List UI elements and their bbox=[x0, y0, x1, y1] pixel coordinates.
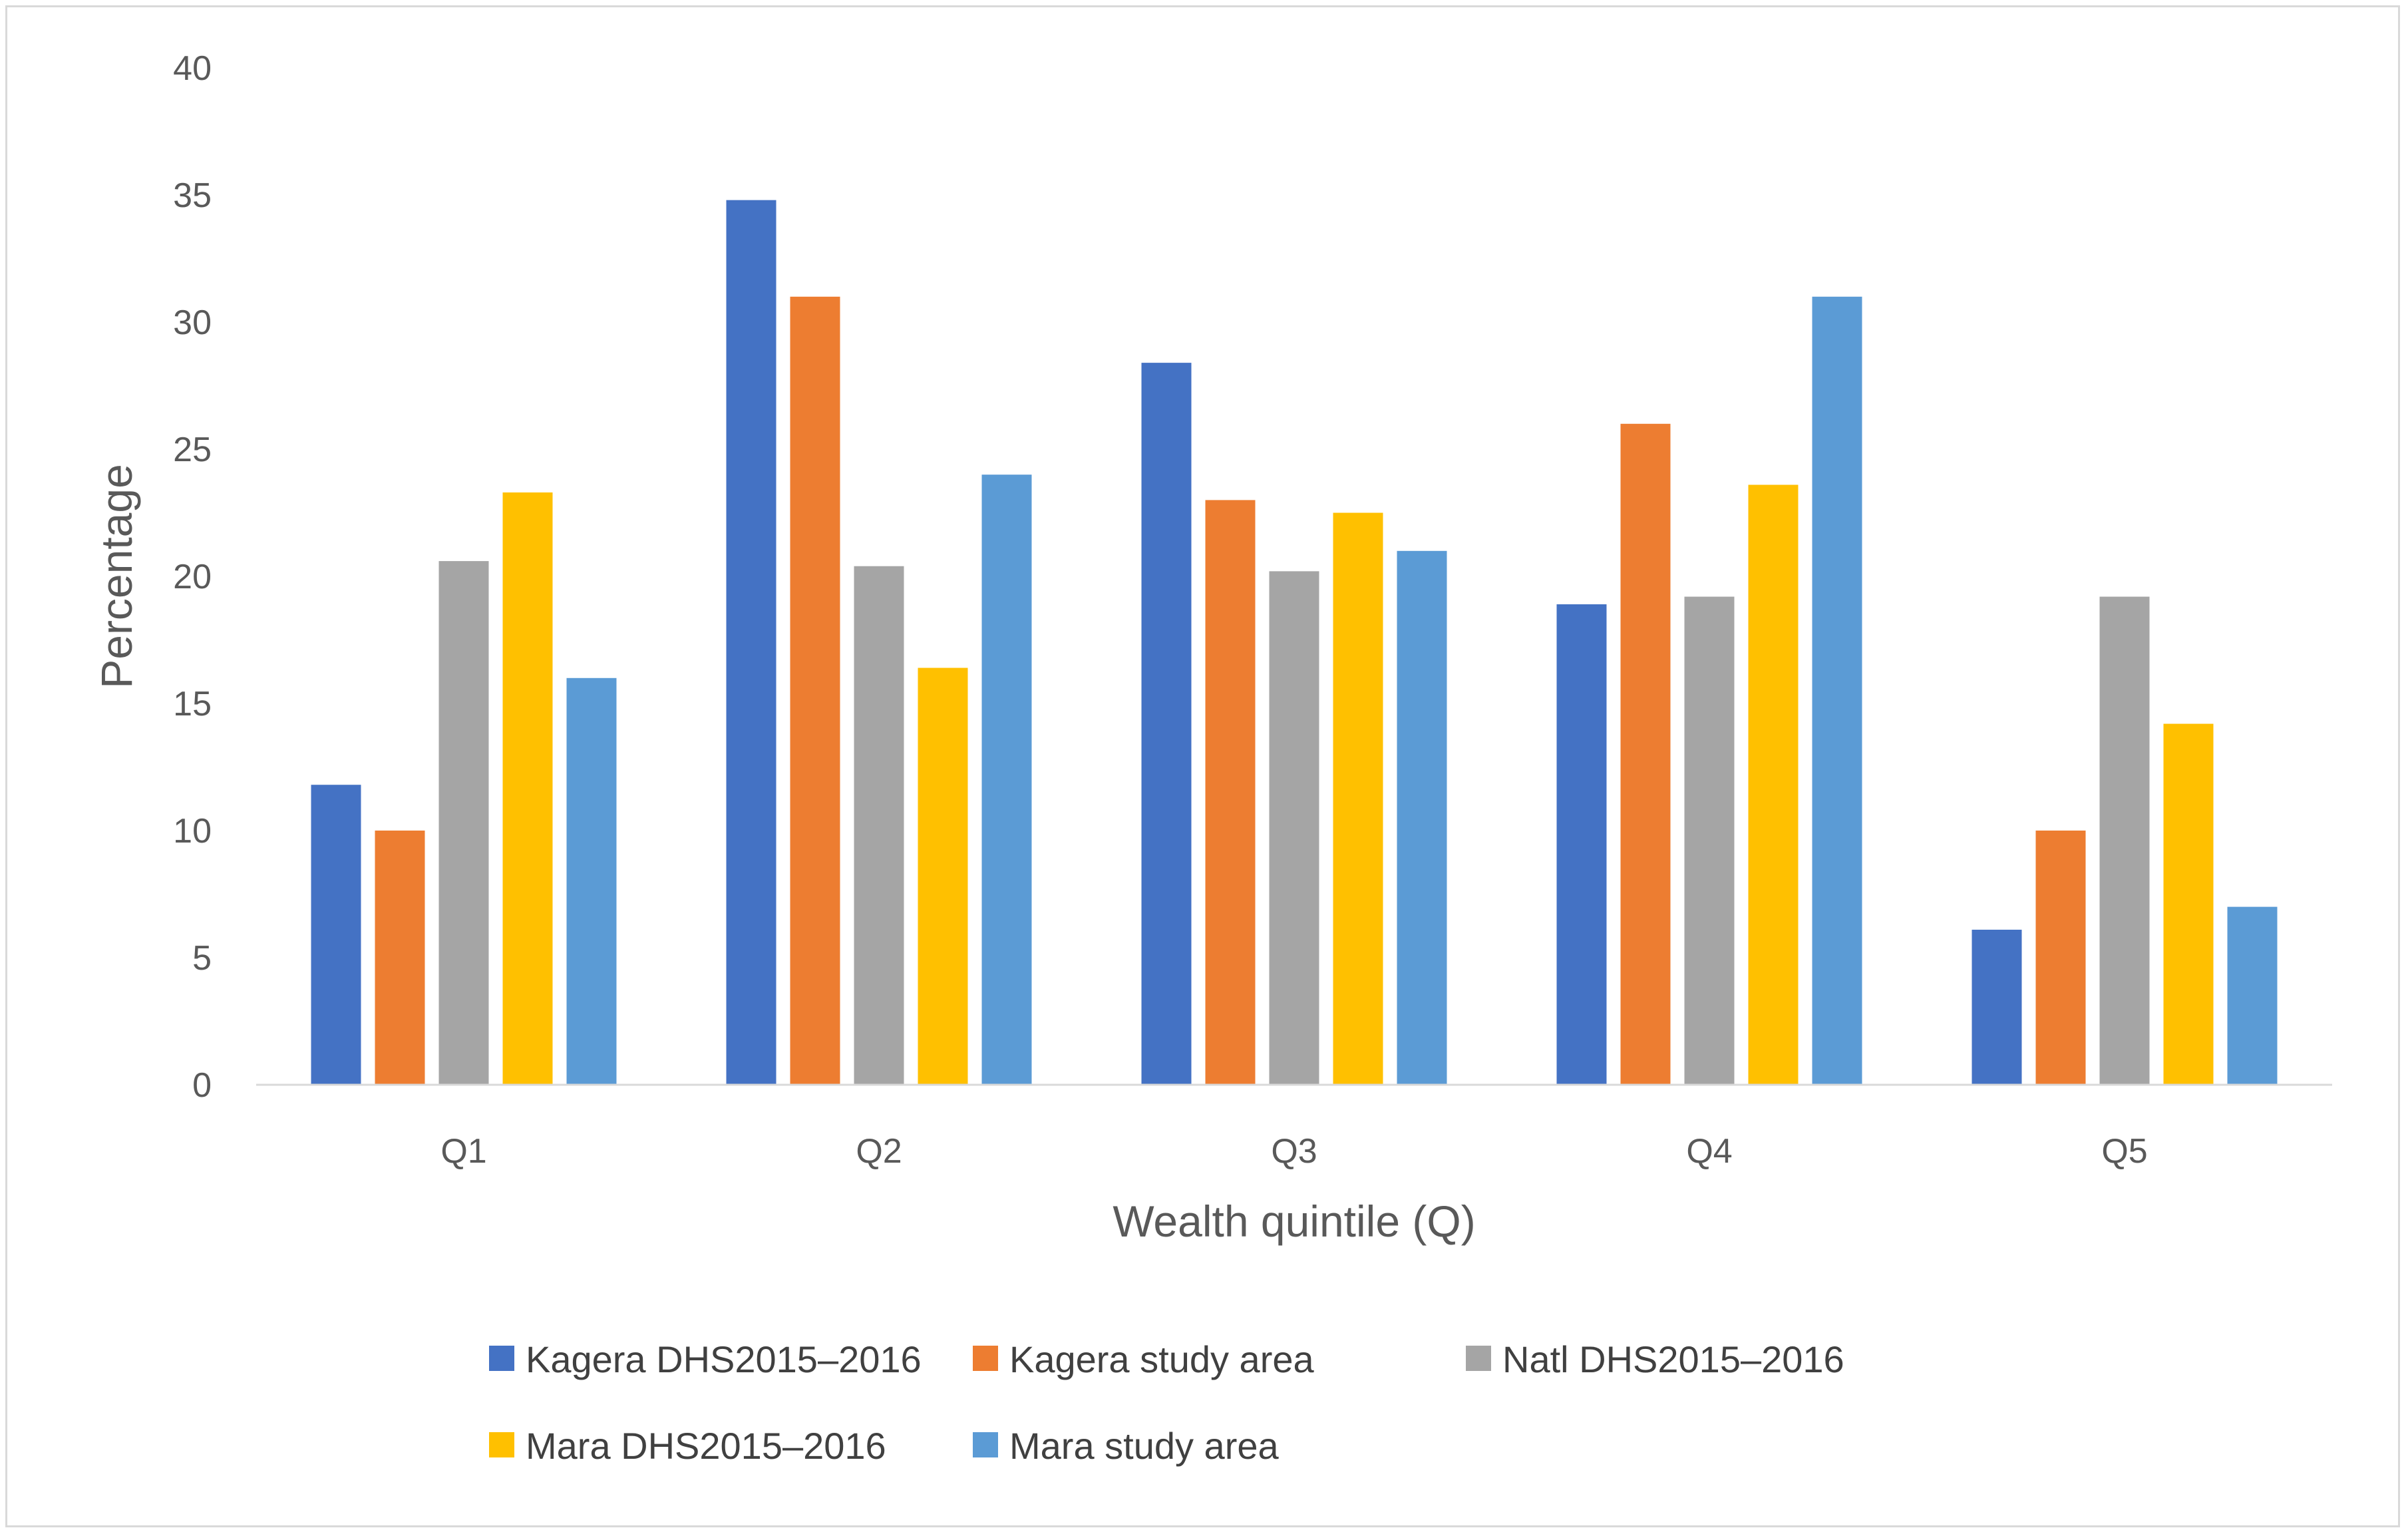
bar-q2-series-5 bbox=[981, 475, 1032, 1085]
legend-swatch bbox=[1466, 1346, 1491, 1371]
bar-q4-series-2 bbox=[1620, 423, 1671, 1085]
bar-q1-series-5 bbox=[566, 677, 617, 1085]
bar-q5-series-5 bbox=[2227, 906, 2278, 1085]
bar-q2-series-2 bbox=[790, 296, 840, 1085]
x-tick-label: Q5 bbox=[2101, 1132, 2147, 1171]
y-tick-label: 35 bbox=[173, 176, 212, 215]
legend-swatch bbox=[973, 1432, 998, 1457]
x-tick-label: Q1 bbox=[440, 1132, 486, 1171]
y-tick-label: 25 bbox=[173, 431, 212, 469]
y-axis-ticks: 0 5 10 15 20 25 30 35 40 bbox=[173, 49, 212, 1105]
bar-q5-series-2 bbox=[2035, 831, 2086, 1085]
bar-q3-series-1 bbox=[1141, 363, 1192, 1085]
legend-label: Mara DHS2015–2016 bbox=[526, 1425, 886, 1467]
legend-label: Natl DHS2015–2016 bbox=[1502, 1338, 1844, 1380]
y-tick-label: 15 bbox=[173, 685, 212, 723]
bar-series bbox=[311, 200, 2278, 1085]
y-tick-label: 0 bbox=[192, 1066, 212, 1105]
bar-q5-series-3 bbox=[2099, 596, 2150, 1085]
bar-q5-series-1 bbox=[1972, 929, 2022, 1085]
legend-swatch bbox=[489, 1346, 514, 1371]
bar-q4-series-1 bbox=[1556, 604, 1607, 1085]
y-tick-label: 20 bbox=[173, 558, 212, 596]
y-tick-label: 10 bbox=[173, 812, 212, 851]
bar-q3-series-2 bbox=[1205, 500, 1256, 1085]
bar-q4-series-3 bbox=[1684, 596, 1735, 1085]
bar-q3-series-3 bbox=[1269, 571, 1319, 1085]
x-axis-title: Wealth quintile (Q) bbox=[1113, 1197, 1475, 1246]
chart-frame bbox=[5, 5, 2400, 1527]
bar-q2-series-4 bbox=[918, 668, 968, 1085]
y-tick-label: 5 bbox=[192, 939, 212, 978]
y-tick-label: 40 bbox=[173, 49, 212, 88]
legend-label: Kagera study area bbox=[1009, 1338, 1314, 1380]
legend-label: Mara study area bbox=[1009, 1425, 1279, 1467]
legend-swatch bbox=[489, 1432, 514, 1457]
bar-q2-series-3 bbox=[854, 566, 904, 1085]
bar-q3-series-4 bbox=[1333, 512, 1383, 1085]
x-tick-label: Q3 bbox=[1271, 1132, 1317, 1171]
bar-q5-series-4 bbox=[2163, 723, 2214, 1085]
x-tick-label: Q4 bbox=[1686, 1132, 1732, 1171]
legend-swatch bbox=[973, 1346, 998, 1371]
bar-q1-series-2 bbox=[375, 831, 425, 1085]
legend: Kagera DHS2015–2016 Kagera study area Natl… bbox=[489, 1338, 1844, 1467]
bar-q4-series-4 bbox=[1748, 484, 1799, 1085]
bar-q1-series-1 bbox=[311, 785, 361, 1085]
bar-q2-series-1 bbox=[726, 200, 776, 1085]
bar-q1-series-4 bbox=[502, 492, 553, 1085]
bar-q4-series-5 bbox=[1812, 296, 1862, 1085]
y-axis-title: Percentage bbox=[92, 464, 141, 689]
x-axis-ticks: Q1 Q2 Q3 Q4 Q5 bbox=[440, 1132, 2147, 1171]
legend-label: Kagera DHS2015–2016 bbox=[526, 1338, 922, 1380]
bar-q3-series-5 bbox=[1397, 550, 1447, 1085]
y-tick-label: 30 bbox=[173, 303, 212, 342]
x-tick-label: Q2 bbox=[856, 1132, 902, 1171]
bar-q1-series-3 bbox=[438, 561, 489, 1085]
